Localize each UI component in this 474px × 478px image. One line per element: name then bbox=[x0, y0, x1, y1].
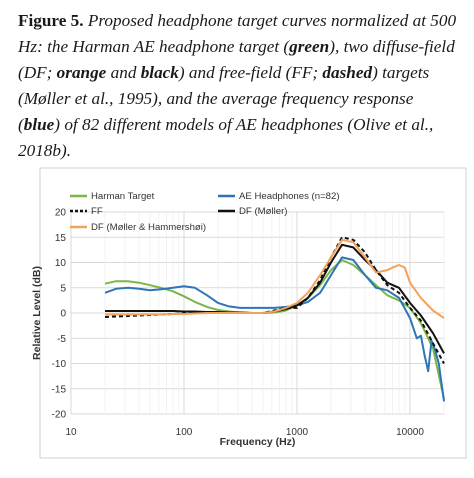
caption-text-3: and bbox=[106, 63, 141, 82]
y-tick-label: 5 bbox=[60, 283, 66, 294]
caption-black: black bbox=[140, 63, 179, 82]
figure-label: Figure 5. bbox=[18, 11, 84, 30]
y-tick-label: 20 bbox=[55, 208, 67, 219]
x-tick-label: 100 bbox=[176, 427, 193, 438]
caption-text-4: ) and free-field (FF; bbox=[178, 63, 323, 82]
y-tick-label: 15 bbox=[55, 233, 67, 244]
y-tick-label: 0 bbox=[60, 309, 66, 320]
y-tick-label: -10 bbox=[52, 359, 67, 370]
x-axis-title: Frequency (Hz) bbox=[220, 436, 296, 448]
series-line bbox=[104, 236, 445, 364]
x-tick-label: 10000 bbox=[396, 427, 424, 438]
legend-label: AE Headphones (n=82) bbox=[239, 191, 340, 202]
y-axis-title: Relative Level (dB) bbox=[31, 266, 43, 360]
legend-label: DF (Møller) bbox=[239, 206, 288, 217]
y-tick-label: -5 bbox=[57, 334, 66, 345]
caption-text-2: ), two diffuse-field (DF; bbox=[18, 37, 455, 82]
series-line bbox=[104, 259, 445, 400]
caption-blue: blue bbox=[23, 115, 55, 134]
legend-label: DF (Møller & Hammershøi) bbox=[91, 222, 206, 233]
x-tick-label: 10 bbox=[65, 427, 77, 438]
y-tick-label: 10 bbox=[55, 258, 67, 269]
caption-text-5: ) targets (Møller et al., 1995), and the… bbox=[18, 63, 430, 134]
legend-label: Harman Target bbox=[91, 191, 155, 202]
series-line bbox=[105, 243, 445, 354]
series-line bbox=[105, 238, 445, 319]
caption-orange: orange bbox=[56, 63, 107, 82]
caption-text-6: ) of 82 different models of AE headphone… bbox=[18, 115, 434, 160]
figure-caption: Figure 5. Proposed headphone target curv… bbox=[18, 8, 458, 164]
caption-text-1: Proposed headphone target curves normali… bbox=[18, 11, 457, 56]
caption-dashed: dashed bbox=[322, 63, 373, 82]
legend-label: FF bbox=[91, 206, 103, 217]
y-tick-label: -15 bbox=[52, 384, 67, 395]
series-line bbox=[104, 256, 445, 402]
y-tick-label: -20 bbox=[52, 410, 67, 421]
chart-frame bbox=[39, 167, 467, 459]
x-tick-label: 1000 bbox=[286, 427, 309, 438]
caption-green: green bbox=[289, 37, 330, 56]
